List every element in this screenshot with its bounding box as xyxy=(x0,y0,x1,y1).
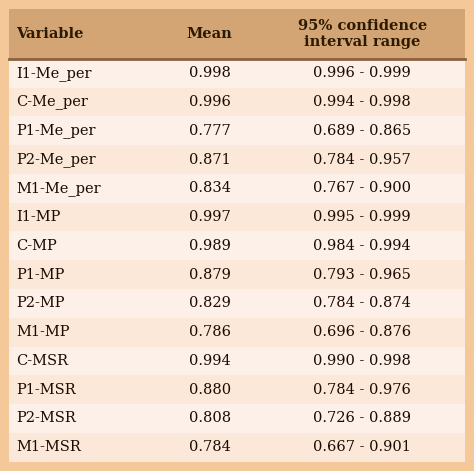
Bar xyxy=(160,404,260,433)
Text: M1-MP: M1-MP xyxy=(17,325,70,339)
Bar xyxy=(260,9,465,59)
Text: C-MSR: C-MSR xyxy=(17,354,69,368)
Bar xyxy=(9,203,160,231)
Text: 0.995 - 0.999: 0.995 - 0.999 xyxy=(313,210,411,224)
Bar xyxy=(260,260,465,289)
Text: C-MP: C-MP xyxy=(17,239,57,253)
Text: 0.989: 0.989 xyxy=(189,239,231,253)
Text: 0.793 - 0.965: 0.793 - 0.965 xyxy=(313,268,411,282)
Text: Variable: Variable xyxy=(17,27,84,41)
Bar xyxy=(9,9,160,59)
Text: P2-Me_per: P2-Me_per xyxy=(17,152,96,167)
Bar xyxy=(260,318,465,347)
Text: 0.990 - 0.998: 0.990 - 0.998 xyxy=(313,354,411,368)
Text: 0.726 - 0.889: 0.726 - 0.889 xyxy=(313,412,411,425)
Bar xyxy=(9,318,160,347)
Bar xyxy=(160,145,260,174)
Text: 0.784: 0.784 xyxy=(189,440,231,454)
Text: P1-MSR: P1-MSR xyxy=(17,382,76,397)
Bar xyxy=(160,231,260,260)
Bar xyxy=(160,347,260,375)
Bar xyxy=(260,347,465,375)
Bar xyxy=(9,88,160,116)
Text: C-Me_per: C-Me_per xyxy=(17,95,89,109)
Bar xyxy=(260,174,465,203)
Text: 0.998: 0.998 xyxy=(189,66,231,80)
Bar xyxy=(9,347,160,375)
Text: P2-MP: P2-MP xyxy=(17,296,65,310)
Bar xyxy=(9,404,160,433)
Bar xyxy=(9,174,160,203)
Text: 0.808: 0.808 xyxy=(189,412,231,425)
Text: 0.667 - 0.901: 0.667 - 0.901 xyxy=(313,440,411,454)
Text: 0.996 - 0.999: 0.996 - 0.999 xyxy=(313,66,411,80)
Bar xyxy=(160,318,260,347)
Text: 0.871: 0.871 xyxy=(189,153,230,167)
Bar xyxy=(260,289,465,318)
Bar xyxy=(9,145,160,174)
Text: 0.879: 0.879 xyxy=(189,268,231,282)
Text: 0.786: 0.786 xyxy=(189,325,231,339)
Bar xyxy=(160,260,260,289)
Text: M1-Me_per: M1-Me_per xyxy=(17,181,101,196)
Text: 0.834: 0.834 xyxy=(189,181,231,195)
Bar xyxy=(9,289,160,318)
Bar xyxy=(9,260,160,289)
Bar xyxy=(160,9,260,59)
Text: 0.996: 0.996 xyxy=(189,95,231,109)
Bar xyxy=(260,88,465,116)
Text: 0.767 - 0.900: 0.767 - 0.900 xyxy=(313,181,411,195)
Text: 0.784 - 0.976: 0.784 - 0.976 xyxy=(313,382,411,397)
Text: 0.984 - 0.994: 0.984 - 0.994 xyxy=(313,239,411,253)
Bar xyxy=(9,433,160,462)
Text: 0.994 - 0.998: 0.994 - 0.998 xyxy=(313,95,411,109)
Text: P1-Me_per: P1-Me_per xyxy=(17,123,96,138)
Bar xyxy=(160,116,260,145)
Bar xyxy=(160,174,260,203)
Text: 0.784 - 0.957: 0.784 - 0.957 xyxy=(313,153,411,167)
Text: Mean: Mean xyxy=(187,27,233,41)
Text: 0.880: 0.880 xyxy=(189,382,231,397)
Bar xyxy=(160,433,260,462)
Text: P1-MP: P1-MP xyxy=(17,268,65,282)
Text: I1-Me_per: I1-Me_per xyxy=(17,66,92,81)
Text: 0.784 - 0.874: 0.784 - 0.874 xyxy=(313,296,411,310)
Text: I1-MP: I1-MP xyxy=(17,210,61,224)
Bar xyxy=(160,59,260,88)
Text: 0.696 - 0.876: 0.696 - 0.876 xyxy=(313,325,411,339)
Bar xyxy=(160,375,260,404)
Bar xyxy=(160,289,260,318)
Text: 0.997: 0.997 xyxy=(189,210,230,224)
Bar xyxy=(260,404,465,433)
Bar xyxy=(9,116,160,145)
Bar xyxy=(260,116,465,145)
Bar xyxy=(260,203,465,231)
Bar xyxy=(160,203,260,231)
Text: 95% confidence
interval range: 95% confidence interval range xyxy=(298,19,427,49)
Text: M1-MSR: M1-MSR xyxy=(17,440,82,454)
Bar xyxy=(9,231,160,260)
Bar xyxy=(260,231,465,260)
Bar xyxy=(260,145,465,174)
Text: 0.829: 0.829 xyxy=(189,296,231,310)
Bar xyxy=(9,375,160,404)
Bar xyxy=(260,433,465,462)
Bar xyxy=(9,59,160,88)
Text: P2-MSR: P2-MSR xyxy=(17,412,76,425)
Bar xyxy=(260,59,465,88)
Bar xyxy=(160,88,260,116)
Text: 0.777: 0.777 xyxy=(189,124,230,138)
Text: 0.689 - 0.865: 0.689 - 0.865 xyxy=(313,124,411,138)
Text: 0.994: 0.994 xyxy=(189,354,230,368)
Bar xyxy=(260,375,465,404)
